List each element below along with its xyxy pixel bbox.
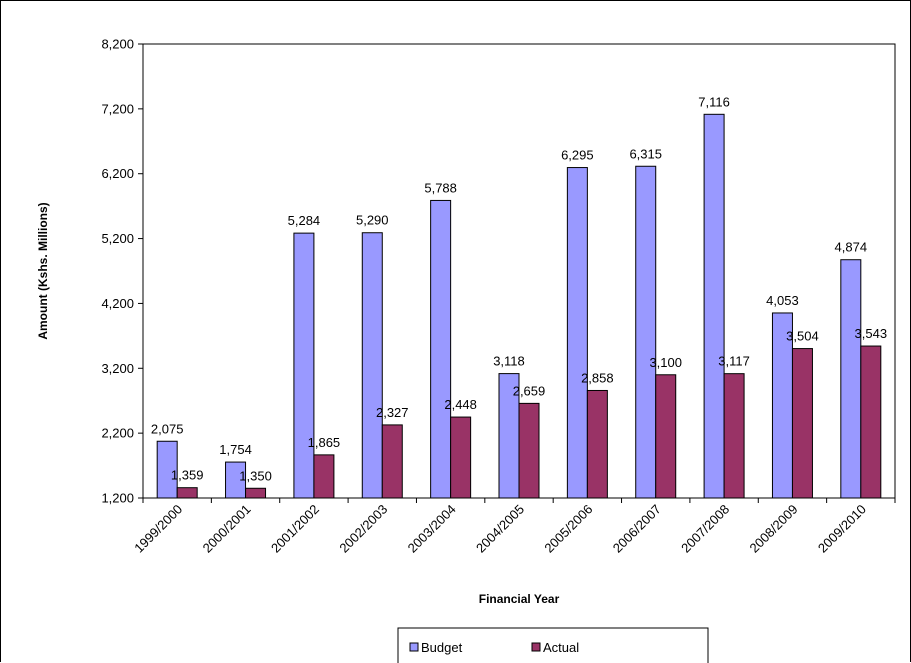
y-tick-label: 1,200	[101, 491, 134, 506]
data-label-actual: 3,117	[718, 354, 750, 369]
y-tick-label: 7,200	[101, 101, 134, 116]
bar-actual	[176, 487, 198, 499]
x-tick-label: 2004/2005	[473, 502, 527, 556]
x-tick-label: 2000/2001	[200, 502, 254, 556]
y-tick-label: 3,200	[101, 361, 134, 376]
data-label-budget: 2,075	[151, 421, 184, 436]
legend-swatch-actual	[531, 642, 541, 652]
bar-actual	[518, 402, 540, 499]
data-label-budget: 1,754	[219, 442, 252, 457]
data-label-actual: 2,659	[513, 383, 546, 398]
data-label-actual: 2,858	[581, 370, 614, 385]
bar-budget	[840, 259, 862, 499]
x-tick-label: 2001/2002	[268, 502, 322, 556]
x-axis-title: Financial Year	[479, 592, 560, 606]
bar-budget	[293, 232, 315, 499]
bar-budget	[703, 113, 725, 499]
data-label-actual: 2,448	[444, 397, 477, 412]
data-label-budget: 5,284	[288, 213, 321, 228]
x-tick-label: 2007/2008	[678, 502, 732, 556]
bar-actual	[313, 454, 335, 499]
data-labels: 2,075 1,754 5,284 5,290 5,788 3,118 6,295 6,315…	[151, 94, 887, 483]
legend: Budget Actual	[397, 627, 709, 663]
legend-swatch-budget	[409, 642, 419, 652]
bar-actual	[723, 373, 745, 499]
data-label-actual: 1,865	[308, 435, 341, 450]
data-label-budget: 7,116	[698, 94, 730, 109]
bar-actual	[860, 345, 882, 499]
x-tick-label: 2008/2009	[747, 502, 801, 556]
bar-actual	[450, 416, 472, 499]
bars	[156, 113, 882, 499]
x-axis: 1999/2000 2000/2001 2001/2002 2002/2003 2003…	[131, 497, 896, 556]
bar-actual	[586, 389, 608, 499]
x-tick-label: 2003/2004	[405, 502, 459, 556]
data-label-budget: 4,874	[835, 240, 868, 255]
data-label-budget: 5,290	[356, 213, 389, 228]
data-label-actual: 2,327	[376, 405, 409, 420]
bar-actual	[655, 374, 677, 499]
x-tick-label: 2005/2006	[541, 502, 595, 556]
x-tick-label: 2006/2007	[610, 502, 664, 556]
y-axis-title: Amount (Kshs. Millions)	[36, 202, 50, 339]
y-tick-label: 4,200	[101, 296, 134, 311]
y-tick-label: 2,200	[101, 426, 134, 441]
data-label-budget: 5,788	[424, 180, 457, 195]
x-tick-label: 1999/2000	[131, 502, 185, 556]
data-label-budget: 6,295	[561, 148, 594, 163]
data-label-actual: 1,359	[171, 468, 204, 483]
y-axis: 1,200 2,200 3,200 4,200 5,200 6,200 7,200 8,200	[101, 37, 144, 506]
bar-actual	[791, 348, 813, 499]
bar-actual	[381, 424, 403, 499]
data-label-budget: 4,053	[766, 293, 799, 308]
y-tick-label: 8,200	[101, 37, 134, 52]
bar-budget	[566, 167, 588, 499]
legend-box	[397, 627, 709, 663]
data-label-actual: 3,100	[649, 355, 682, 370]
data-label-actual: 3,504	[786, 329, 819, 344]
bar-budget	[156, 440, 178, 499]
legend-label-actual: Actual	[543, 640, 579, 655]
bar-budget	[361, 232, 383, 499]
y-tick-label: 6,200	[101, 166, 134, 181]
x-tick-label: 2002/2003	[336, 502, 390, 556]
data-label-budget: 6,315	[629, 146, 662, 161]
bar-budget	[635, 165, 657, 499]
bar-actual	[245, 487, 267, 499]
data-label-actual: 1,350	[239, 468, 272, 483]
legend-label-budget: Budget	[421, 640, 463, 655]
y-tick-label: 5,200	[101, 231, 134, 246]
bar-budget	[430, 199, 452, 499]
x-tick-label: 2009/2010	[815, 502, 869, 556]
bar-budget	[225, 461, 247, 499]
data-label-budget: 3,118	[493, 354, 525, 369]
data-label-actual: 3,543	[855, 326, 888, 341]
